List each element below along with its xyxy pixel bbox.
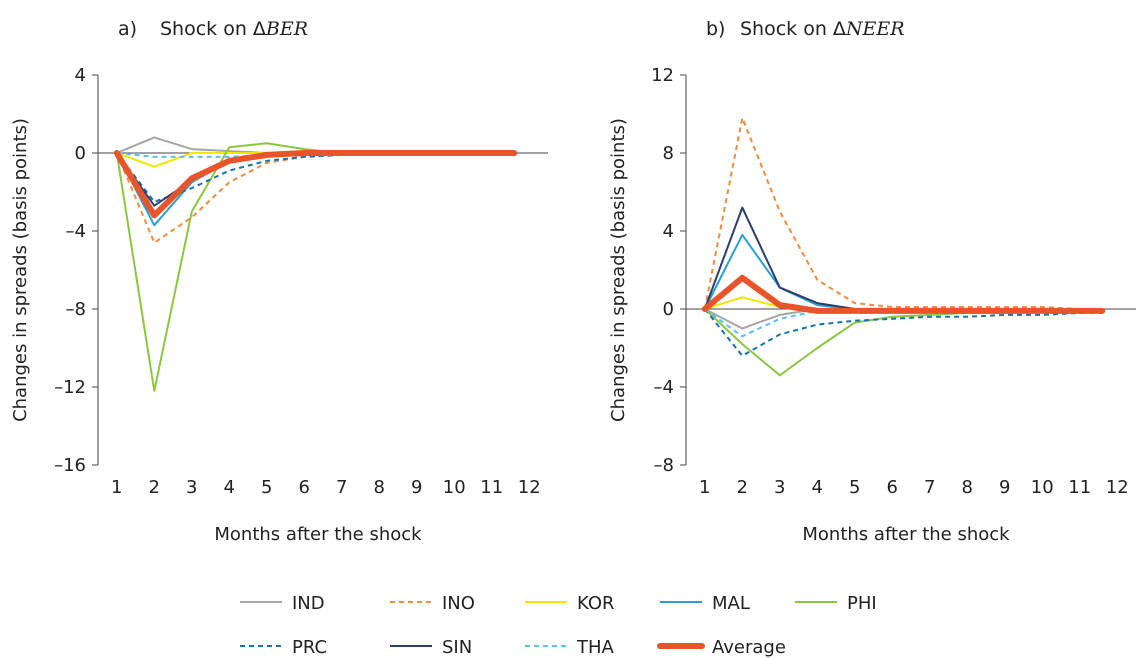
legend-label-mal: MAL bbox=[712, 593, 750, 614]
x-tick-label: 11 bbox=[480, 477, 503, 498]
y-tick-label: 8 bbox=[663, 143, 674, 164]
legend-label-tha: THA bbox=[576, 637, 615, 658]
x-tick-label: 9 bbox=[411, 477, 422, 498]
x-tick-label: 4 bbox=[812, 477, 823, 498]
x-tick-label: 6 bbox=[887, 477, 898, 498]
x-tick-label: 1 bbox=[111, 477, 122, 498]
y-tick-label: –4 bbox=[66, 221, 86, 242]
y-tick-label: 4 bbox=[663, 221, 674, 242]
y-tick-label: –8 bbox=[66, 299, 86, 320]
x-axis-title: Months after the shock bbox=[802, 524, 1010, 545]
panel-b-tag: b) bbox=[706, 18, 726, 40]
x-tick-label: 10 bbox=[1031, 477, 1054, 498]
panel-a-title: a) Shock on ΔBER bbox=[118, 18, 308, 40]
series-line-ino bbox=[703, 114, 1103, 310]
y-tick-label: –4 bbox=[654, 377, 674, 398]
series-line-phi bbox=[115, 142, 515, 392]
series-line-prc bbox=[704, 308, 1103, 358]
legend-label-phi: PHI bbox=[847, 593, 877, 614]
x-tick-label: 12 bbox=[518, 477, 541, 498]
y-tick-label: –16 bbox=[54, 455, 86, 476]
series-line-average bbox=[113, 150, 518, 219]
x-tick-label: 10 bbox=[443, 477, 466, 498]
x-tick-label: 6 bbox=[299, 477, 310, 498]
panel-b-title: b) Shock on ΔNEER bbox=[706, 18, 905, 40]
legend-label-average: Average bbox=[712, 637, 786, 658]
x-tick-label: 2 bbox=[149, 477, 160, 498]
y-tick-label: –8 bbox=[654, 455, 674, 476]
x-tick-label: 7 bbox=[924, 477, 935, 498]
y-axis-title: Changes in spreads (basis points) bbox=[608, 118, 629, 422]
series-line-mal bbox=[703, 233, 1103, 310]
legend-label-ind: IND bbox=[292, 593, 325, 614]
x-tick-label: 4 bbox=[224, 477, 235, 498]
y-tick-label: 0 bbox=[75, 143, 86, 164]
y-tick-label: 0 bbox=[663, 299, 674, 320]
panel-a-title-var: BER bbox=[265, 18, 309, 40]
x-tick-label: 5 bbox=[849, 477, 860, 498]
y-tick-label: –12 bbox=[54, 377, 86, 398]
x-tick-label: 3 bbox=[186, 477, 197, 498]
x-tick-label: 12 bbox=[1106, 477, 1129, 498]
x-tick-label: 8 bbox=[374, 477, 385, 498]
series-line-mal bbox=[115, 152, 515, 227]
x-tick-label: 1 bbox=[699, 477, 710, 498]
x-tick-label: 8 bbox=[962, 477, 973, 498]
legend: IND INO KOR MAL PHI PRC SIN THA Average bbox=[240, 593, 877, 658]
x-tick-label: 7 bbox=[336, 477, 347, 498]
panel-b-title-prefix: Shock on Δ bbox=[740, 18, 846, 40]
panel-a-tag: a) bbox=[118, 18, 138, 40]
series-line-average bbox=[701, 274, 1106, 314]
y-tick-label: 4 bbox=[75, 65, 86, 86]
series-line-sin bbox=[115, 152, 515, 207]
x-tick-label: 5 bbox=[261, 477, 272, 498]
y-axis-title: Changes in spreads (basis points) bbox=[10, 118, 31, 422]
x-tick-label: 11 bbox=[1068, 477, 1091, 498]
legend-label-kor: KOR bbox=[577, 593, 615, 614]
x-tick-label: 3 bbox=[774, 477, 785, 498]
series-line-ino bbox=[115, 152, 515, 245]
legend-label-prc: PRC bbox=[292, 637, 327, 658]
x-axis-title: Months after the shock bbox=[214, 524, 422, 545]
panel-a-title-prefix: Shock on Δ bbox=[160, 18, 266, 40]
y-tick-label: 12 bbox=[651, 65, 674, 86]
legend-label-sin: SIN bbox=[442, 637, 472, 658]
x-tick-label: 2 bbox=[737, 477, 748, 498]
legend-label-ino: INO bbox=[442, 593, 475, 614]
panel-b-title-var: NEER bbox=[845, 18, 905, 40]
x-tick-label: 9 bbox=[999, 477, 1010, 498]
